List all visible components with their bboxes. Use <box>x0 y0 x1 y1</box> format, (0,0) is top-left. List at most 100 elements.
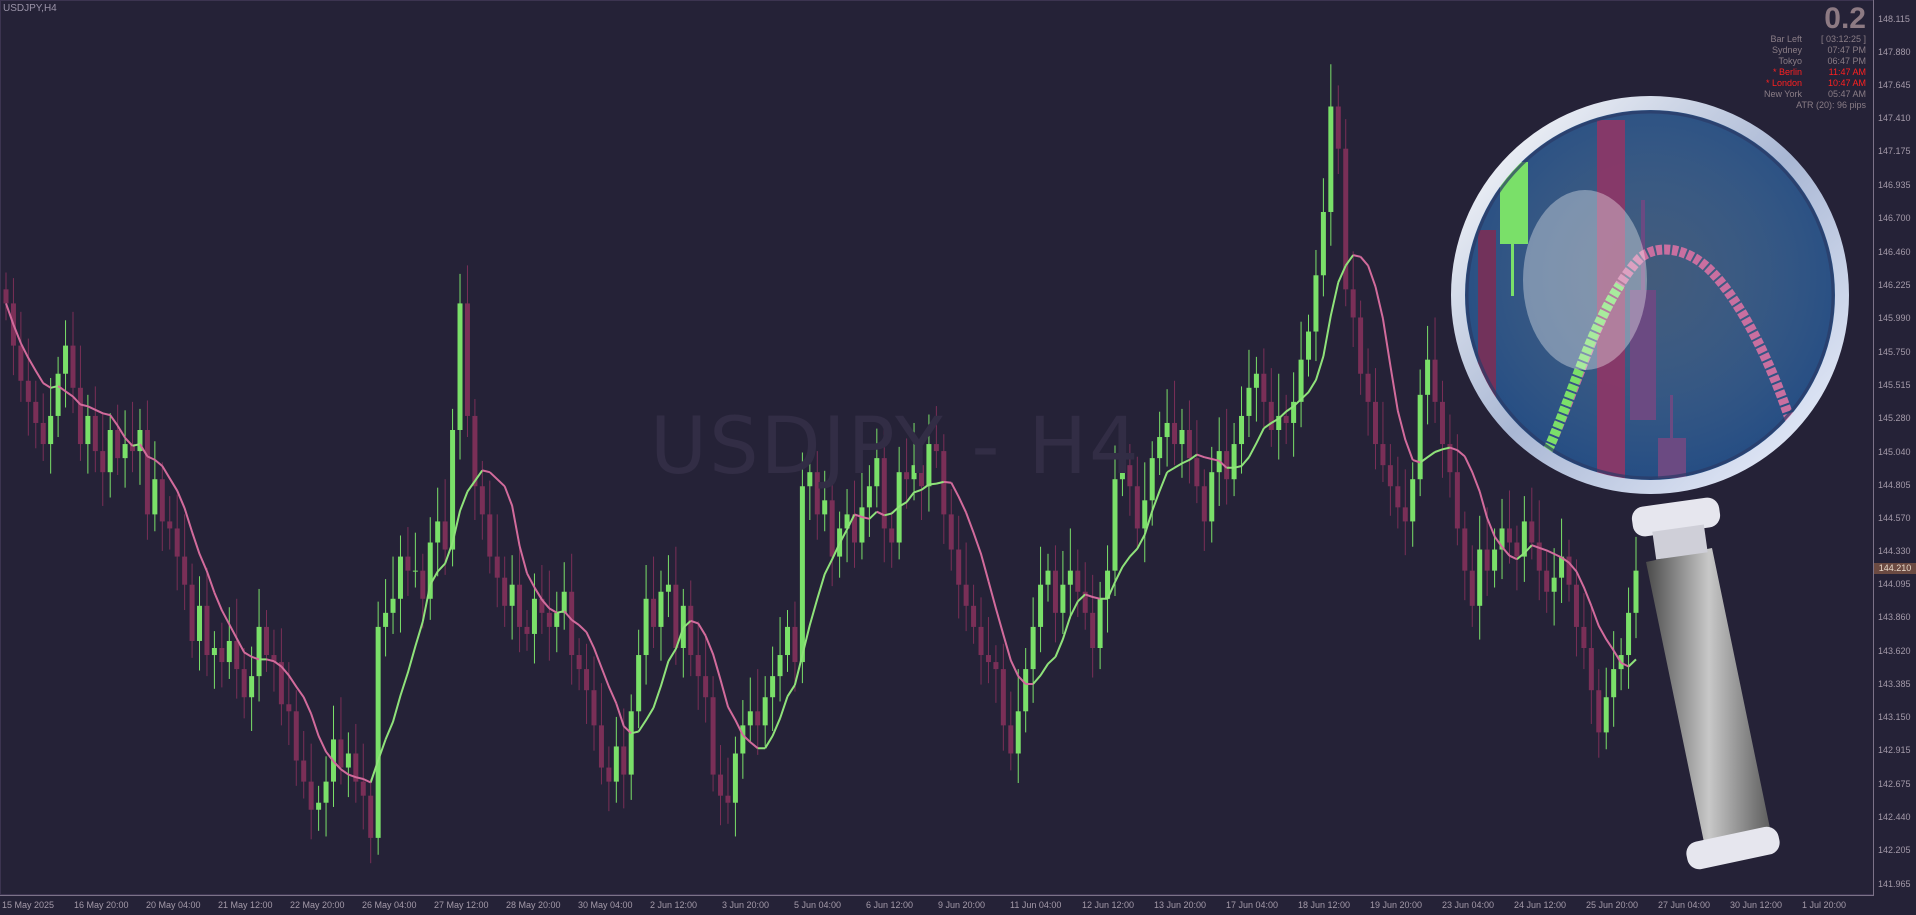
price-tick-label: 147.645 <box>1878 80 1911 91</box>
bear-candle <box>718 774 724 796</box>
bear-candle <box>301 760 307 782</box>
bull-candle <box>1306 331 1312 360</box>
bear-candle <box>1469 570 1475 606</box>
bear-candle <box>755 711 761 726</box>
bear-candle <box>881 458 887 529</box>
bull-candle <box>1611 669 1617 698</box>
bull-candle <box>450 429 456 550</box>
spread-value: 0.2 <box>1824 2 1866 35</box>
bear-candle <box>695 655 701 677</box>
moving-average-down-line <box>5 254 1630 784</box>
bear-candle <box>904 472 910 480</box>
bull-candle <box>457 303 463 430</box>
bear-candle <box>971 605 977 627</box>
bear-candle <box>814 472 820 515</box>
bear-candle <box>18 345 24 381</box>
bear-candle <box>1588 648 1594 691</box>
bull-candle <box>1328 106 1334 212</box>
price-tick-label: 142.915 <box>1878 745 1911 756</box>
bear-candle <box>569 591 575 656</box>
bull-candle <box>613 746 619 782</box>
bear-candle <box>144 429 150 515</box>
bull-candle <box>211 648 217 656</box>
bear-candle <box>918 465 924 487</box>
bull-candle <box>554 612 560 627</box>
bull-candle <box>665 584 671 592</box>
bull-candle <box>911 465 917 480</box>
bear-candle <box>167 521 173 529</box>
bull-candle <box>1164 422 1170 438</box>
bull-candle <box>1603 697 1609 733</box>
bull-candle <box>1425 359 1431 395</box>
bear-candle <box>598 725 604 768</box>
bull-candle <box>1417 394 1423 480</box>
bull-candle <box>1030 626 1036 670</box>
bear-candle <box>189 584 195 641</box>
bear-candle <box>948 514 954 550</box>
bear-candle <box>703 676 709 698</box>
bull-candle <box>1320 211 1326 276</box>
bear-candle <box>688 605 694 656</box>
bear-candle <box>993 662 999 670</box>
bear-candle <box>978 626 984 656</box>
bull-candle <box>435 521 441 543</box>
bear-candle <box>420 570 426 599</box>
bear-candle <box>271 655 277 663</box>
symbol-watermark: USDJPY - H4 <box>650 402 1141 492</box>
bear-candle <box>1387 465 1393 487</box>
bear-candle <box>204 605 210 656</box>
bull-candle <box>226 640 232 663</box>
bull-candle <box>1276 415 1282 430</box>
bull-candle <box>390 598 396 613</box>
time-tick-label: 19 Jun 20:00 <box>1370 900 1423 910</box>
bear-candle <box>368 795 374 838</box>
bear-candle <box>174 528 180 557</box>
bear-candle <box>963 584 969 606</box>
price-tick-label: 145.040 <box>1878 446 1911 457</box>
bear-candle <box>1008 725 1014 754</box>
bull-candle <box>1105 570 1111 599</box>
info-row-new-york: New York 05:47 AM <box>1763 89 1866 99</box>
info-row-tokyo: Tokyo 06:47 PM <box>1778 56 1866 66</box>
bear-candle <box>1186 429 1192 459</box>
info-row-bar-left: Bar Left[ 03:12:25 ] <box>1770 34 1866 44</box>
bull-candle <box>152 479 158 515</box>
bull-candle <box>1492 549 1498 571</box>
price-axis-line <box>1873 0 1874 895</box>
moving-average-up-line <box>50 254 1637 783</box>
bear-candle <box>502 577 508 606</box>
bear-candle <box>472 415 478 487</box>
session-info-panel: Bar Left[ 03:12:25 ] Sydney 07:47 PM Toky… <box>1746 34 1866 111</box>
price-tick-label: 147.410 <box>1878 113 1911 124</box>
bull-candle <box>636 655 642 712</box>
time-tick-label: 3 Jun 20:00 <box>722 900 770 910</box>
bull-candle <box>1015 711 1021 754</box>
info-row-london: * London 10:47 AM <box>1765 78 1866 88</box>
price-tick-label: 146.935 <box>1878 179 1911 190</box>
bull-candle <box>249 676 255 698</box>
bull-candle <box>762 697 768 726</box>
price-tick-label: 143.150 <box>1878 712 1911 723</box>
bear-candle <box>1224 451 1230 480</box>
bull-candle <box>807 472 813 487</box>
bull-candle <box>561 591 567 613</box>
bear-candle <box>264 626 270 656</box>
bull-candle <box>531 598 537 634</box>
bear-candle <box>956 549 962 585</box>
bull-candle <box>137 429 143 452</box>
bull-candle <box>1231 444 1237 480</box>
time-tick-label: 1 Jul 20:00 <box>1802 900 1847 910</box>
bear-candle <box>651 598 657 627</box>
bull-candle <box>107 429 113 473</box>
bear-candle <box>517 584 523 627</box>
bear-candle <box>851 514 857 543</box>
bear-candle <box>487 514 493 557</box>
time-tick-label: 23 Jun 04:00 <box>1442 900 1495 910</box>
bear-candle <box>293 711 299 761</box>
bear-candle <box>710 697 716 775</box>
bear-candle <box>70 345 76 388</box>
time-tick-label: 18 Jun 12:00 <box>1298 900 1351 910</box>
bull-candle <box>777 655 783 677</box>
